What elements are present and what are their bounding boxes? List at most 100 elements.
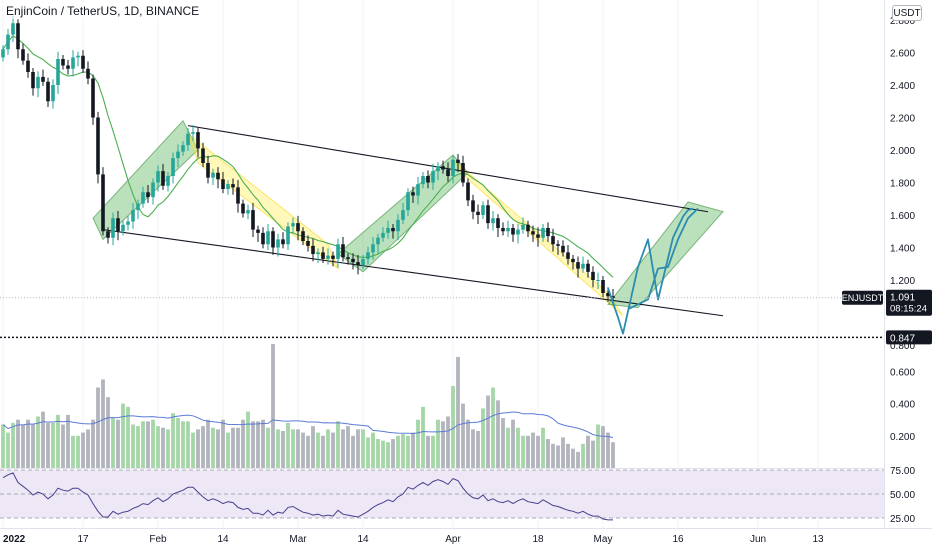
candle-body [96,117,100,175]
price-tick-label: 2.600 [890,49,915,60]
candle-body [426,176,430,183]
candle-body [456,159,460,163]
candle-body [511,228,515,235]
candle-body [11,23,15,35]
volume-bar [66,414,70,468]
candle-body [146,192,150,198]
volume-bar [591,440,595,468]
candle-body [81,55,85,69]
volume-bar [76,435,80,468]
candle-body [61,59,65,66]
volume-bar [341,429,345,468]
candle-body [186,133,190,146]
volume-bar [206,419,210,468]
date-axis-label: May [594,534,613,545]
candle-body [326,255,330,259]
candle-body [86,68,90,79]
volume-bar [11,422,15,468]
date-axis-label: Feb [149,534,167,545]
volume-bar [571,448,575,468]
volume-bar [481,408,485,468]
candle-body [471,200,475,212]
volume-bar [311,426,315,468]
currency-badge[interactable]: USDT [892,5,922,21]
candle-body [316,252,320,254]
candle-body [126,221,130,225]
candle-body [156,171,160,183]
candle-body [111,218,115,238]
volume-bar [471,429,475,468]
candle-body [436,166,440,172]
candle-body [21,49,25,61]
volume-bar [246,411,250,468]
candle-body [421,176,425,185]
candle-body [466,182,470,201]
volume-bar [321,435,325,468]
volume-bar [561,437,565,468]
candle-body [351,258,355,263]
volume-bar [61,424,65,468]
volume-bar [1,424,5,468]
candle-body [246,210,250,214]
volume-bar [586,435,590,468]
volume-bar [161,427,165,468]
price-tick-label: 0.800 [890,341,915,352]
volume-bar [351,435,355,468]
candle-body [536,234,540,238]
rsi-tick-label: 50.00 [890,490,915,501]
volume-bar [606,432,610,468]
volume-bar [456,356,460,468]
price-badge-bg [886,289,932,316]
candle-body [226,184,230,189]
candle-body [386,228,390,233]
volume-bar [451,385,455,468]
volume-bar [366,437,370,468]
candle-body [606,293,610,297]
candle-body [36,76,40,89]
volume-bar [446,416,450,468]
volume-bar [281,430,285,468]
volume-bar [271,344,275,468]
candle-body [131,210,135,222]
rsi-tick-label: 75.00 [890,466,915,477]
volume-bar [331,432,335,468]
candle-body [331,255,335,259]
volume-bar [441,421,445,468]
candle-body [376,237,380,245]
volume-bar [501,418,505,468]
price-badge-value: 1.091 [890,293,915,304]
volume-bar [6,432,10,468]
date-axis-label: Mar [289,534,307,545]
candle-body [181,145,185,152]
candle-body [116,218,120,232]
volume-bar [116,419,120,468]
price-tick-label: 1.800 [890,179,915,190]
candle-body [236,187,240,204]
candle-body [391,228,395,232]
volume-bar [531,432,535,468]
symbol-badge-bg [842,290,883,305]
volume-tick-label: 0.400 [890,400,915,411]
volume-bar [476,430,480,468]
candle-body [296,223,300,232]
candle-body [541,228,545,238]
candle-body [106,231,110,238]
volume-bar [491,387,495,468]
candle-body [191,132,195,134]
volume-bar [91,419,95,468]
candle-body [371,244,375,253]
candle-body [601,280,605,293]
candle-body [561,245,565,253]
volume-bar [276,429,280,468]
volume-bar [431,435,435,468]
volume-bar [286,422,290,468]
volume-bar [611,442,615,468]
candle-body [516,229,520,235]
volume-bar [566,443,570,468]
candle-body [231,184,235,188]
candle-body [141,192,145,204]
symbol-title[interactable]: EnjinCoin / TetherUS, 1D, BINANCE [4,3,202,19]
volume-bar [486,395,490,468]
